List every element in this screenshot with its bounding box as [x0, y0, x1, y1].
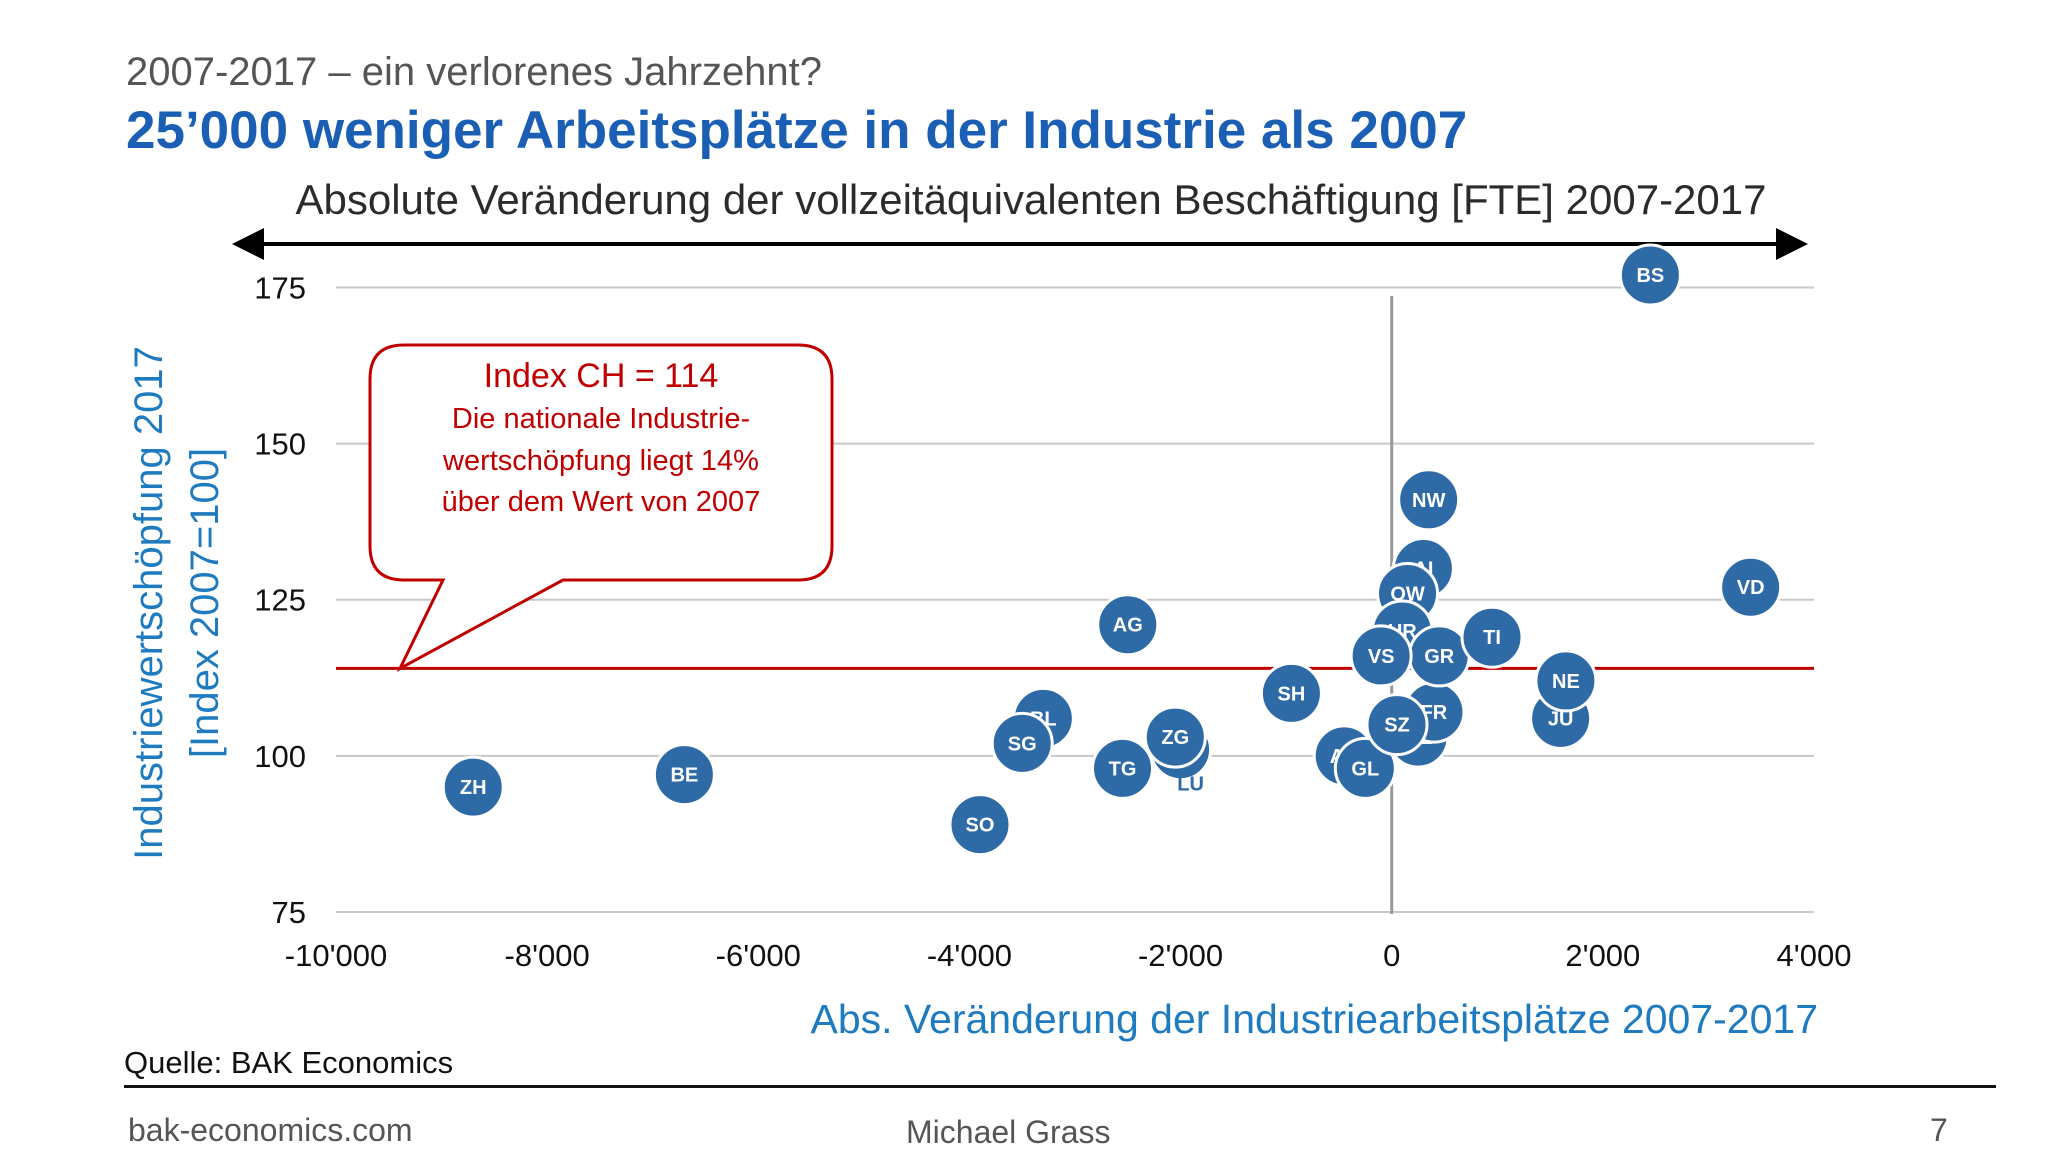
- bubble: [1091, 736, 1155, 800]
- x-tick-label: -6'000: [716, 938, 801, 973]
- data-point-tg: TG: [1091, 736, 1155, 800]
- bubble: [1719, 555, 1783, 619]
- data-point-ti: TI: [1460, 605, 1524, 669]
- point-label: VD: [1737, 577, 1765, 599]
- callout-bubble: [368, 343, 834, 672]
- point-label: SH: [1278, 683, 1306, 705]
- point-label: VS: [1368, 646, 1395, 668]
- x-tick-label: -10'000: [285, 938, 387, 973]
- bubble: [1397, 468, 1461, 532]
- point-label: NW: [1412, 490, 1445, 512]
- data-point-zh: ZH: [441, 755, 505, 819]
- point-label: SZ: [1384, 715, 1410, 737]
- point-label: LU: [1177, 774, 1204, 796]
- point-label: GL: [1351, 758, 1379, 780]
- data-point-so: SO: [948, 793, 1012, 857]
- point-label: TI: [1483, 627, 1501, 649]
- point-label: SG: [1008, 733, 1037, 755]
- callout-line: über dem Wert von 2007: [442, 486, 761, 518]
- point-label: AG: [1113, 615, 1143, 637]
- data-point-sz: SZ: [1365, 693, 1429, 757]
- y-tick-label: 175: [254, 270, 306, 305]
- y-tick-label: 125: [254, 583, 306, 618]
- x-tick-label: 0: [1383, 938, 1400, 973]
- data-point-sg: SG: [990, 711, 1054, 775]
- bubble: [1143, 705, 1207, 769]
- bubble: [1096, 593, 1160, 657]
- data-point-ne: NE: [1534, 649, 1598, 713]
- data-point-be: BE: [652, 743, 716, 807]
- y-tick-label: 100: [254, 739, 306, 774]
- x-axis-title: Abs. Veränderung der Industriearbeitsplä…: [811, 996, 1818, 1042]
- point-label: SO: [966, 815, 995, 837]
- bubble: [948, 793, 1012, 857]
- point-label: BS: [1636, 265, 1664, 287]
- bubble: [1618, 243, 1682, 307]
- y-axis-title-unit: [Index 2007=100]: [183, 448, 227, 758]
- point-label: BE: [670, 765, 698, 787]
- callout-line: wertschöpfung liegt 14%: [442, 445, 759, 477]
- data-point-vs: VS: [1349, 624, 1413, 688]
- point-label: ZH: [460, 777, 487, 799]
- data-point-ag: AG: [1096, 593, 1160, 657]
- callout-title: Index CH = 114: [484, 357, 719, 395]
- slide-supertitle: 2007-2017 – ein verlorenes Jahrzehnt?: [126, 50, 823, 94]
- bubble: [1365, 693, 1429, 757]
- point-label: ZG: [1161, 727, 1189, 749]
- y-tick-label: 75: [272, 895, 306, 930]
- point-label: JU: [1548, 708, 1574, 730]
- x-tick-labels: -10'000 -8'000 -6'000 -4'000 -2'000 0 2'000 4'0…: [285, 938, 1852, 973]
- bubble: [1349, 624, 1413, 688]
- data-points: ZHBESOBLSGAGTGLUZGSHARGLGEFRSZNWAIOWURGR…: [441, 243, 1783, 857]
- x-tick-label: -2'000: [1138, 938, 1223, 973]
- bubble: [990, 711, 1054, 775]
- point-label: TG: [1109, 758, 1137, 780]
- x-tick-label: -8'000: [505, 938, 590, 973]
- data-point-gl: GL: [1333, 736, 1397, 800]
- data-point-vd: VD: [1719, 555, 1783, 619]
- callout-line: Die nationale Industrie-: [452, 403, 750, 435]
- footer-author: Michael Grass: [906, 1114, 1111, 1150]
- source-note: Quelle: BAK Economics: [124, 1045, 454, 1080]
- data-point-zg: ZG: [1143, 705, 1207, 769]
- y-axis-title: Industriewertschöpfung 2017: [127, 346, 171, 860]
- footer-website-link[interactable]: bak-economics.com: [128, 1112, 413, 1148]
- bubble: [1460, 605, 1524, 669]
- point-label: NE: [1552, 671, 1580, 693]
- data-point-sh: SH: [1259, 661, 1323, 725]
- data-point-nw: NW: [1397, 468, 1461, 532]
- bubble: [652, 743, 716, 807]
- page-number: 7: [1930, 1112, 1948, 1148]
- bubble: [1534, 649, 1598, 713]
- y-tick-labels: 75 100 125 150 175: [254, 270, 306, 930]
- bubble: [1259, 661, 1323, 725]
- x-tick-label: 2'000: [1565, 938, 1640, 973]
- point-label: GR: [1424, 646, 1455, 668]
- x-tick-label: 4'000: [1777, 938, 1852, 973]
- data-point-gr: GR: [1407, 624, 1471, 688]
- callout: Index CH = 114 Die nationale Industrie- …: [368, 343, 834, 672]
- y-tick-label: 150: [254, 427, 306, 462]
- data-point-bs: BS: [1618, 243, 1682, 307]
- slide-headline: 25’000 weniger Arbeitsplätze in der Indu…: [126, 101, 1468, 160]
- bubble: [441, 755, 505, 819]
- footer-divider: [124, 1085, 1996, 1088]
- x-tick-label: -4'000: [927, 938, 1012, 973]
- chart-subtitle: Absolute Veränderung der vollzeitäquival…: [295, 176, 1767, 223]
- bubble: [1333, 736, 1397, 800]
